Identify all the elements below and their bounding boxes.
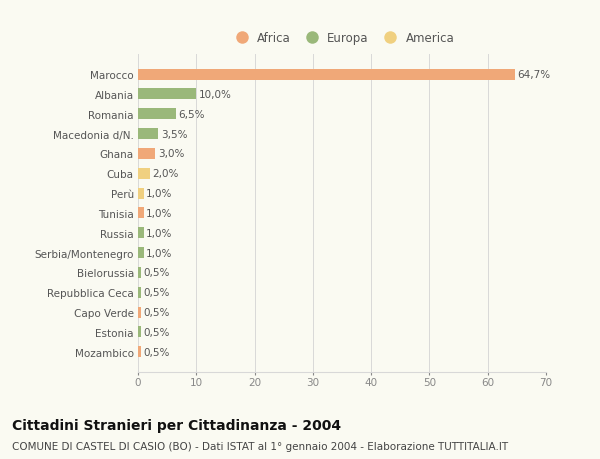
Text: 1,0%: 1,0% [146, 228, 173, 238]
Bar [138, 89, 196, 100]
Text: 2,0%: 2,0% [152, 169, 178, 179]
Bar [138, 287, 141, 298]
Text: 0,5%: 0,5% [143, 288, 170, 297]
Text: 0,5%: 0,5% [143, 347, 170, 357]
Bar [138, 208, 144, 219]
Bar [138, 247, 144, 258]
Text: 10,0%: 10,0% [199, 90, 232, 100]
Bar [138, 327, 141, 338]
Text: 1,0%: 1,0% [146, 248, 173, 258]
Text: COMUNE DI CASTEL DI CASIO (BO) - Dati ISTAT al 1° gennaio 2004 - Elaborazione TU: COMUNE DI CASTEL DI CASIO (BO) - Dati IS… [12, 441, 508, 451]
Text: 3,5%: 3,5% [161, 129, 187, 139]
Text: Cittadini Stranieri per Cittadinanza - 2004: Cittadini Stranieri per Cittadinanza - 2… [12, 418, 341, 431]
Bar [138, 69, 515, 80]
Text: 64,7%: 64,7% [517, 70, 551, 80]
Text: 0,5%: 0,5% [143, 268, 170, 278]
Bar [138, 267, 141, 278]
Bar [138, 347, 141, 358]
Bar [138, 307, 141, 318]
Text: 1,0%: 1,0% [146, 189, 173, 199]
Text: 0,5%: 0,5% [143, 327, 170, 337]
Text: 3,0%: 3,0% [158, 149, 184, 159]
Bar [138, 149, 155, 160]
Bar [138, 228, 144, 239]
Bar [138, 168, 149, 179]
Text: 0,5%: 0,5% [143, 308, 170, 317]
Bar [138, 109, 176, 120]
Bar [138, 188, 144, 199]
Text: 6,5%: 6,5% [178, 110, 205, 119]
Text: 1,0%: 1,0% [146, 208, 173, 218]
Bar [138, 129, 158, 140]
Legend: Africa, Europa, America: Africa, Europa, America [227, 29, 457, 47]
